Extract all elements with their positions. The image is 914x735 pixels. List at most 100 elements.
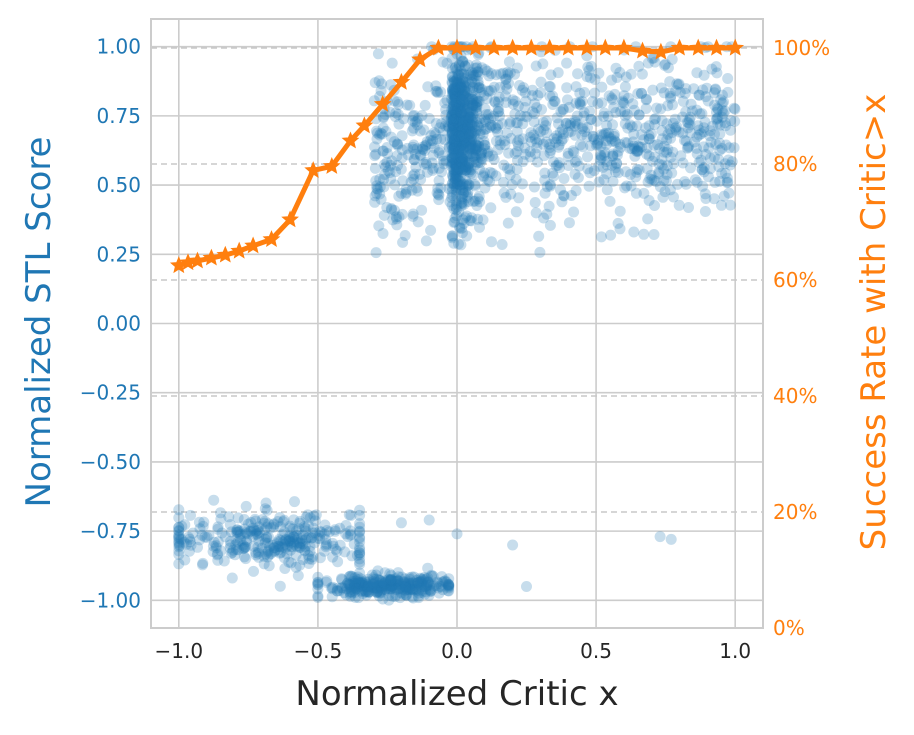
scatter-point [510, 174, 522, 185]
scatter-point [452, 133, 463, 145]
scatter-point [409, 148, 421, 160]
scatter-point [249, 513, 261, 525]
scatter-point [399, 578, 411, 590]
scatter-point [456, 222, 468, 234]
scatter-point [470, 138, 482, 150]
scatter-point [450, 158, 462, 170]
scatter-point [668, 191, 679, 203]
scatter-point [336, 573, 347, 585]
scatter-point [538, 150, 550, 162]
scatter-point [447, 104, 459, 116]
scatter-point [353, 577, 365, 589]
scatter-point [248, 524, 260, 536]
scatter-point [577, 141, 589, 153]
scatter-point [720, 167, 731, 179]
scatter-point [448, 131, 460, 142]
scatter-point [384, 568, 396, 580]
scatter-point [531, 142, 543, 154]
scatter-point [351, 581, 362, 593]
scatter-point [451, 151, 463, 163]
scatter-point [385, 173, 397, 185]
scatter-point [414, 576, 426, 588]
y-left-tick-label-8: −1.00 [80, 588, 141, 612]
scatter-point [459, 85, 471, 97]
scatter-point [460, 137, 472, 149]
scatter-point [354, 553, 366, 565]
scatter-point [590, 139, 602, 151]
scatter-point [451, 166, 463, 178]
scatter-point [385, 583, 397, 595]
scatter-point [500, 97, 512, 108]
scatter-point [611, 157, 623, 169]
scatter-point [224, 542, 236, 554]
scatter-point [458, 96, 470, 108]
scatter-point [509, 95, 521, 107]
scatter-point [658, 163, 670, 175]
scatter-point [459, 117, 471, 129]
scatter-point [589, 87, 601, 99]
scatter-point [696, 108, 708, 120]
scatter-point [451, 147, 463, 159]
scatter-point [294, 537, 305, 548]
scatter-point [711, 113, 723, 125]
scatter-point [528, 108, 540, 120]
scatter-point [320, 534, 332, 545]
scatter-point [423, 514, 435, 526]
scatter-point [360, 586, 372, 598]
scatter-point [437, 155, 449, 167]
scatter-point [467, 81, 479, 93]
scatter-point [721, 172, 733, 184]
scatter-point [414, 576, 426, 588]
scatter-point [368, 573, 380, 585]
scatter-point [557, 103, 569, 115]
scatter-point [469, 152, 481, 164]
scatter-point [461, 134, 473, 146]
scatter-point [543, 80, 555, 92]
scatter-point [622, 122, 634, 134]
scatter-point [553, 139, 565, 151]
scatter-point [399, 577, 411, 589]
scatter-point [472, 69, 484, 81]
scatter-point [449, 86, 461, 98]
scatter-point [482, 145, 494, 157]
scatter-point [710, 83, 721, 95]
scatter-point [447, 189, 458, 201]
scatter-point [693, 89, 705, 101]
scatter-point [716, 89, 728, 101]
scatter-point [386, 580, 398, 592]
scatter-point [569, 156, 581, 168]
scatter-point [658, 140, 670, 152]
scatter-point [449, 148, 461, 160]
scatter-point [336, 582, 348, 594]
scatter-point [463, 123, 475, 135]
scatter-point [362, 573, 374, 585]
scatter-point [426, 570, 437, 582]
scatter-point [454, 99, 466, 111]
scatter-point [493, 105, 505, 117]
scatter-point [450, 106, 462, 118]
scatter-point [446, 133, 458, 144]
scatter-point [273, 534, 285, 545]
scatter-point [697, 84, 709, 96]
scatter-point [659, 58, 671, 70]
scatter-point [467, 99, 479, 111]
scatter-point [448, 76, 460, 88]
scatter-point [344, 570, 356, 582]
scatter-point [603, 127, 615, 139]
scatter-point [449, 83, 460, 95]
scatter-point [476, 62, 488, 74]
scatter-point [359, 586, 371, 598]
scatter-point [410, 161, 422, 173]
scatter-point [609, 88, 621, 100]
y-right-tick-label-4: 20% [773, 500, 817, 524]
scatter-point [456, 106, 468, 118]
scatter-point [428, 580, 439, 592]
scatter-point [587, 96, 599, 107]
scatter-point [449, 76, 461, 88]
scatter-point [448, 216, 460, 228]
scatter-point [256, 514, 268, 526]
scatter-point [456, 130, 467, 142]
scatter-point [513, 140, 524, 152]
scatter-point [404, 584, 416, 596]
scatter-point [449, 168, 461, 180]
